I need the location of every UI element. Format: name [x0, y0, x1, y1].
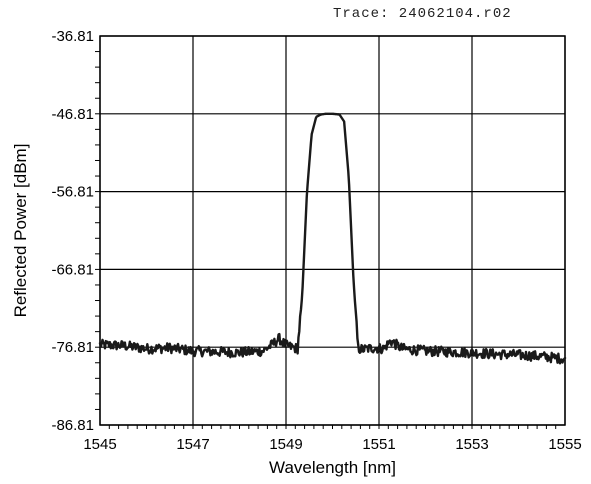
- grid-lines: [100, 36, 565, 425]
- plot-area-frame: [100, 36, 565, 425]
- y-tick-label-2: -56.81: [51, 184, 94, 201]
- x-axis-title: Wavelength [nm]: [269, 458, 396, 477]
- x-tick-label-0: 1545: [83, 436, 116, 453]
- y-tick-label-4: -76.81: [51, 339, 94, 356]
- y-tick-label-0: -36.81: [51, 28, 94, 45]
- x-tick-label-1: 1547: [176, 436, 209, 453]
- x-tick-label-2: 1549: [269, 436, 302, 453]
- y-tick-label-5: -86.81: [51, 417, 94, 434]
- spectrum-trace-line: [100, 114, 565, 363]
- y-tick-labels: -36.81 -46.81 -56.81 -66.81 -76.81 -86.81: [51, 28, 94, 434]
- minor-ticks: [95, 52, 556, 429]
- x-tick-label-5: 1555: [548, 436, 581, 453]
- x-tick-labels: 1545 1547 1549 1551 1553 1555: [83, 436, 581, 453]
- y-axis-title: Reflected Power [dBm]: [11, 144, 30, 318]
- y-tick-label-3: -66.81: [51, 261, 94, 278]
- x-tick-label-4: 1553: [455, 436, 488, 453]
- y-tick-label-1: -46.81: [51, 106, 94, 123]
- x-tick-label-3: 1551: [362, 436, 395, 453]
